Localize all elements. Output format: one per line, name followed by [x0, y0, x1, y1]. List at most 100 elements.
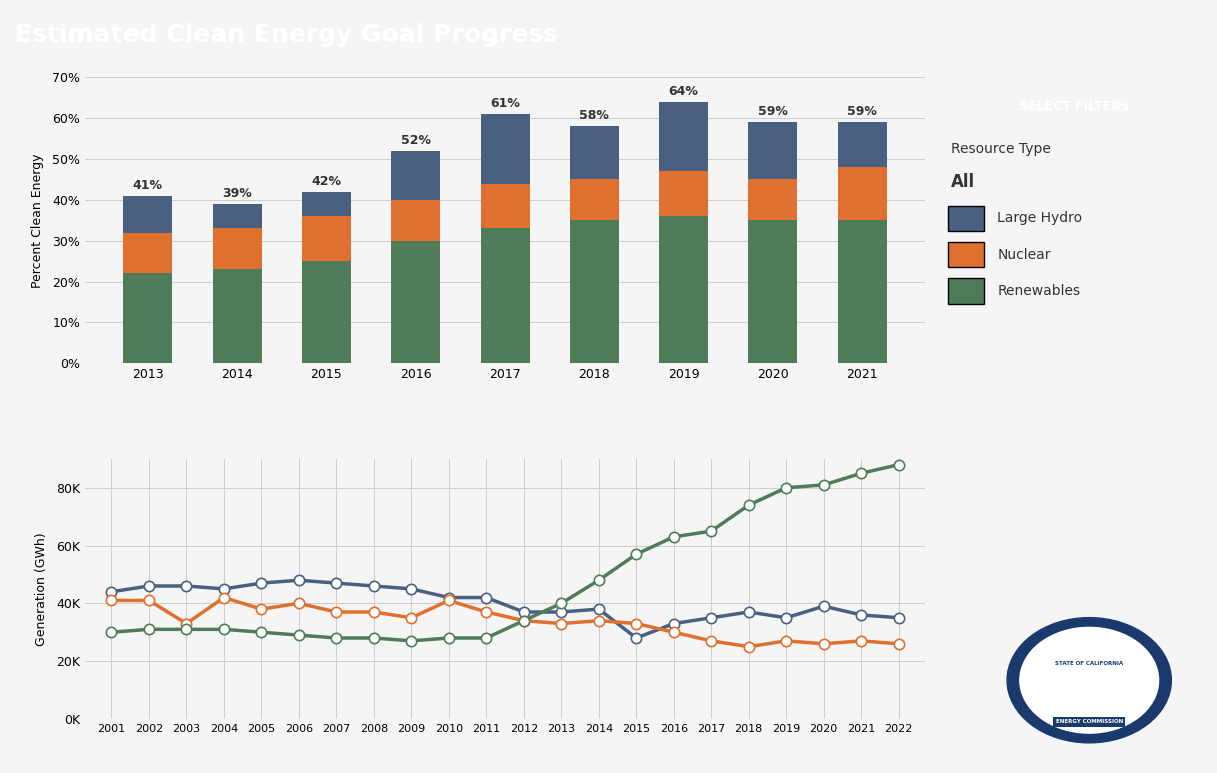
- Bar: [213, 204, 262, 229]
- Point: [551, 606, 571, 618]
- Point: [477, 632, 497, 644]
- Text: Large Hydro: Large Hydro: [998, 211, 1082, 226]
- Point: [439, 632, 459, 644]
- Point: [176, 618, 196, 630]
- Point: [852, 608, 871, 621]
- Point: [364, 632, 383, 644]
- Bar: [213, 269, 262, 363]
- Bar: [660, 172, 708, 216]
- Point: [139, 580, 158, 592]
- Point: [214, 623, 234, 635]
- Bar: [748, 179, 797, 220]
- Point: [589, 574, 608, 587]
- Text: 41%: 41%: [133, 179, 163, 192]
- Text: Resource Type: Resource Type: [950, 142, 1050, 156]
- Point: [852, 635, 871, 647]
- Bar: [123, 274, 173, 363]
- Point: [776, 482, 796, 494]
- Bar: [481, 114, 529, 183]
- Point: [290, 574, 309, 587]
- Point: [439, 594, 459, 607]
- Bar: [660, 216, 708, 363]
- Point: [176, 623, 196, 635]
- Point: [627, 632, 646, 644]
- Point: [326, 632, 346, 644]
- Point: [852, 467, 871, 479]
- Point: [252, 603, 271, 615]
- Point: [326, 577, 346, 589]
- Point: [364, 606, 383, 618]
- Text: ENERGY COMMISSION: ENERGY COMMISSION: [1055, 720, 1123, 724]
- Point: [589, 615, 608, 627]
- Point: [814, 638, 834, 650]
- Point: [252, 577, 271, 589]
- Point: [439, 591, 459, 604]
- Bar: [302, 216, 350, 261]
- Point: [139, 594, 158, 607]
- FancyBboxPatch shape: [948, 278, 983, 304]
- Point: [402, 611, 421, 624]
- Point: [214, 591, 234, 604]
- Point: [551, 618, 571, 630]
- Point: [776, 635, 796, 647]
- Point: [477, 606, 497, 618]
- Y-axis label: Percent Clean Energy: Percent Clean Energy: [30, 153, 44, 288]
- Point: [364, 580, 383, 592]
- Point: [102, 594, 122, 607]
- Bar: [570, 179, 619, 220]
- Circle shape: [1006, 618, 1172, 743]
- Bar: [837, 122, 887, 167]
- Point: [514, 615, 533, 627]
- Text: 59%: 59%: [758, 105, 787, 118]
- Text: 42%: 42%: [312, 175, 342, 188]
- Point: [402, 635, 421, 647]
- Text: 39%: 39%: [223, 187, 252, 200]
- Bar: [213, 229, 262, 269]
- FancyBboxPatch shape: [948, 242, 983, 267]
- Point: [514, 606, 533, 618]
- Point: [701, 611, 720, 624]
- Point: [814, 478, 834, 491]
- Point: [514, 615, 533, 627]
- Text: Nuclear: Nuclear: [998, 247, 1050, 262]
- Point: [888, 458, 908, 471]
- Point: [477, 591, 497, 604]
- Text: SELECT FILTERS: SELECT FILTERS: [1019, 100, 1129, 113]
- Bar: [302, 261, 350, 363]
- Text: Renewables: Renewables: [998, 284, 1081, 298]
- Bar: [123, 233, 173, 274]
- Bar: [391, 151, 441, 200]
- Point: [139, 623, 158, 635]
- Text: 52%: 52%: [400, 134, 431, 147]
- Bar: [837, 167, 887, 220]
- Point: [888, 611, 908, 624]
- Point: [176, 580, 196, 592]
- Point: [814, 600, 834, 612]
- Point: [664, 618, 684, 630]
- Bar: [481, 229, 529, 363]
- Text: All: All: [950, 173, 975, 191]
- Bar: [123, 196, 173, 233]
- Bar: [570, 220, 619, 363]
- Bar: [391, 240, 441, 363]
- Point: [664, 531, 684, 543]
- Point: [252, 626, 271, 638]
- Point: [402, 583, 421, 595]
- Bar: [660, 102, 708, 172]
- Point: [326, 606, 346, 618]
- Point: [776, 611, 796, 624]
- Point: [102, 626, 122, 638]
- Point: [701, 635, 720, 647]
- Bar: [837, 220, 887, 363]
- Point: [739, 606, 758, 618]
- Text: 64%: 64%: [668, 85, 699, 97]
- Point: [214, 583, 234, 595]
- Bar: [570, 126, 619, 179]
- Point: [664, 626, 684, 638]
- Point: [701, 525, 720, 537]
- Point: [627, 548, 646, 560]
- Bar: [481, 183, 529, 229]
- Point: [290, 629, 309, 642]
- Circle shape: [1020, 628, 1159, 733]
- Point: [290, 598, 309, 610]
